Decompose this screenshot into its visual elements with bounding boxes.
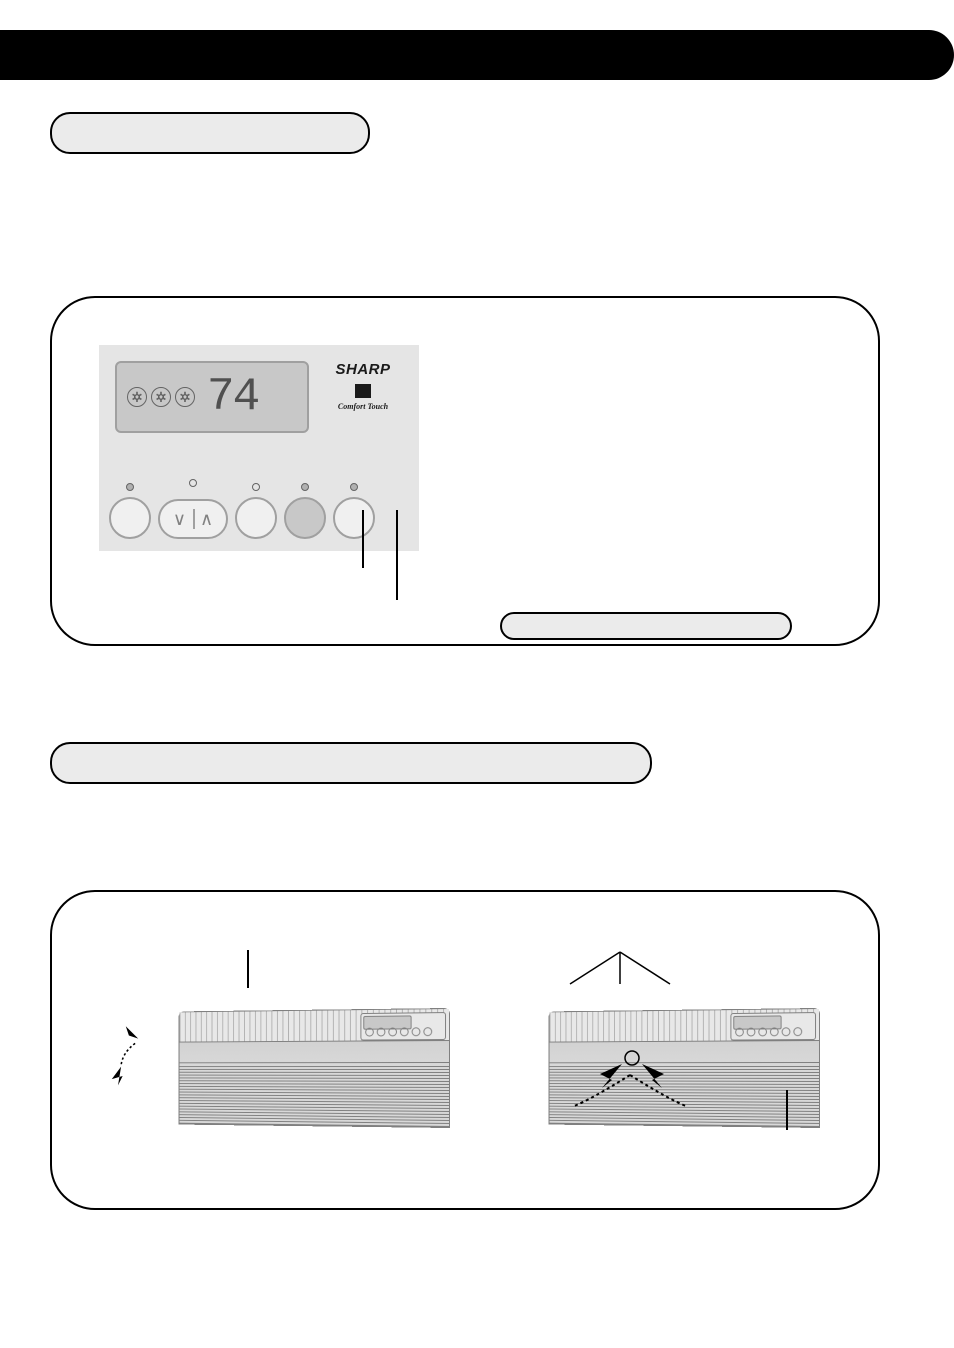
temp-down-icon: ∨ xyxy=(167,509,192,530)
temp-control: ∨ ∧ xyxy=(158,479,228,539)
ac-mini-button xyxy=(782,1027,791,1036)
brand-area: SHARP Comfort Touch xyxy=(323,361,403,411)
ac-mini-button xyxy=(735,1028,744,1037)
temperature-display: 74 xyxy=(207,371,258,423)
section-title-pill-1 xyxy=(50,112,370,154)
brand-tagline: Comfort Touch xyxy=(323,402,403,411)
ac-mini-button xyxy=(388,1027,397,1036)
display-screen: ✲ ✲ ✲ 74 xyxy=(115,361,309,433)
ac-grille xyxy=(180,1064,449,1127)
ac-mini-button xyxy=(365,1028,374,1037)
leader-line-led xyxy=(362,510,364,568)
power-led xyxy=(350,483,358,491)
energy-save-button[interactable] xyxy=(284,497,326,539)
mode-control xyxy=(235,483,277,539)
fan-icon: ✲ xyxy=(151,387,171,407)
ac-mini-controls xyxy=(730,1012,816,1040)
ac-body xyxy=(179,1008,450,1128)
ac-mini-button xyxy=(400,1027,409,1036)
ac-mini-button xyxy=(377,1028,386,1037)
ac-mini-button xyxy=(423,1027,432,1036)
brand-square-icon xyxy=(355,384,371,398)
fan-icon: ✲ xyxy=(127,387,147,407)
energy-save-led xyxy=(301,483,309,491)
ac-mini-button-row xyxy=(365,1027,432,1036)
ac-mini-button-row xyxy=(735,1027,802,1036)
brand-logo: SHARP xyxy=(323,361,403,378)
ac-mini-button xyxy=(793,1027,802,1036)
top-leader-lines xyxy=(540,948,720,988)
fan-led xyxy=(126,483,134,491)
cancel-label-pill xyxy=(500,612,792,640)
leader-line-button xyxy=(396,510,398,600)
louver-divider xyxy=(180,1041,449,1063)
power-control xyxy=(333,483,375,539)
ac-mini-button xyxy=(758,1027,767,1036)
leader-line-lever xyxy=(786,1090,788,1130)
mode-led xyxy=(252,483,260,491)
fan-speed-icons: ✲ ✲ ✲ xyxy=(127,387,195,407)
ac-mini-button xyxy=(770,1027,779,1036)
horizontal-flow-arrows xyxy=(530,1040,730,1120)
temp-led-row xyxy=(189,479,197,493)
ac-mini-controls xyxy=(360,1012,446,1040)
ac-unit-left xyxy=(130,980,450,1130)
ac-mini-button xyxy=(412,1027,421,1036)
mode-button[interactable] xyxy=(235,497,277,539)
energy-save-control xyxy=(284,483,326,539)
button-row: ∨ ∧ xyxy=(109,479,409,539)
power-button[interactable] xyxy=(333,497,375,539)
leader-line-louver xyxy=(247,950,249,988)
temp-buttons[interactable]: ∨ ∧ xyxy=(158,499,228,539)
fan-speed-control xyxy=(109,483,151,539)
control-panel: ✲ ✲ ✲ 74 SHARP Comfort Touch ∨ ∧ xyxy=(99,345,419,551)
section-title-pill-2 xyxy=(50,742,652,784)
header-bar xyxy=(0,30,954,80)
vertical-flow-arrows xyxy=(100,1020,150,1090)
temp-led-down xyxy=(189,479,197,487)
fan-speed-button[interactable] xyxy=(109,497,151,539)
ac-mini-button xyxy=(747,1028,756,1037)
fan-icon: ✲ xyxy=(175,387,195,407)
temp-up-icon: ∧ xyxy=(194,509,219,530)
